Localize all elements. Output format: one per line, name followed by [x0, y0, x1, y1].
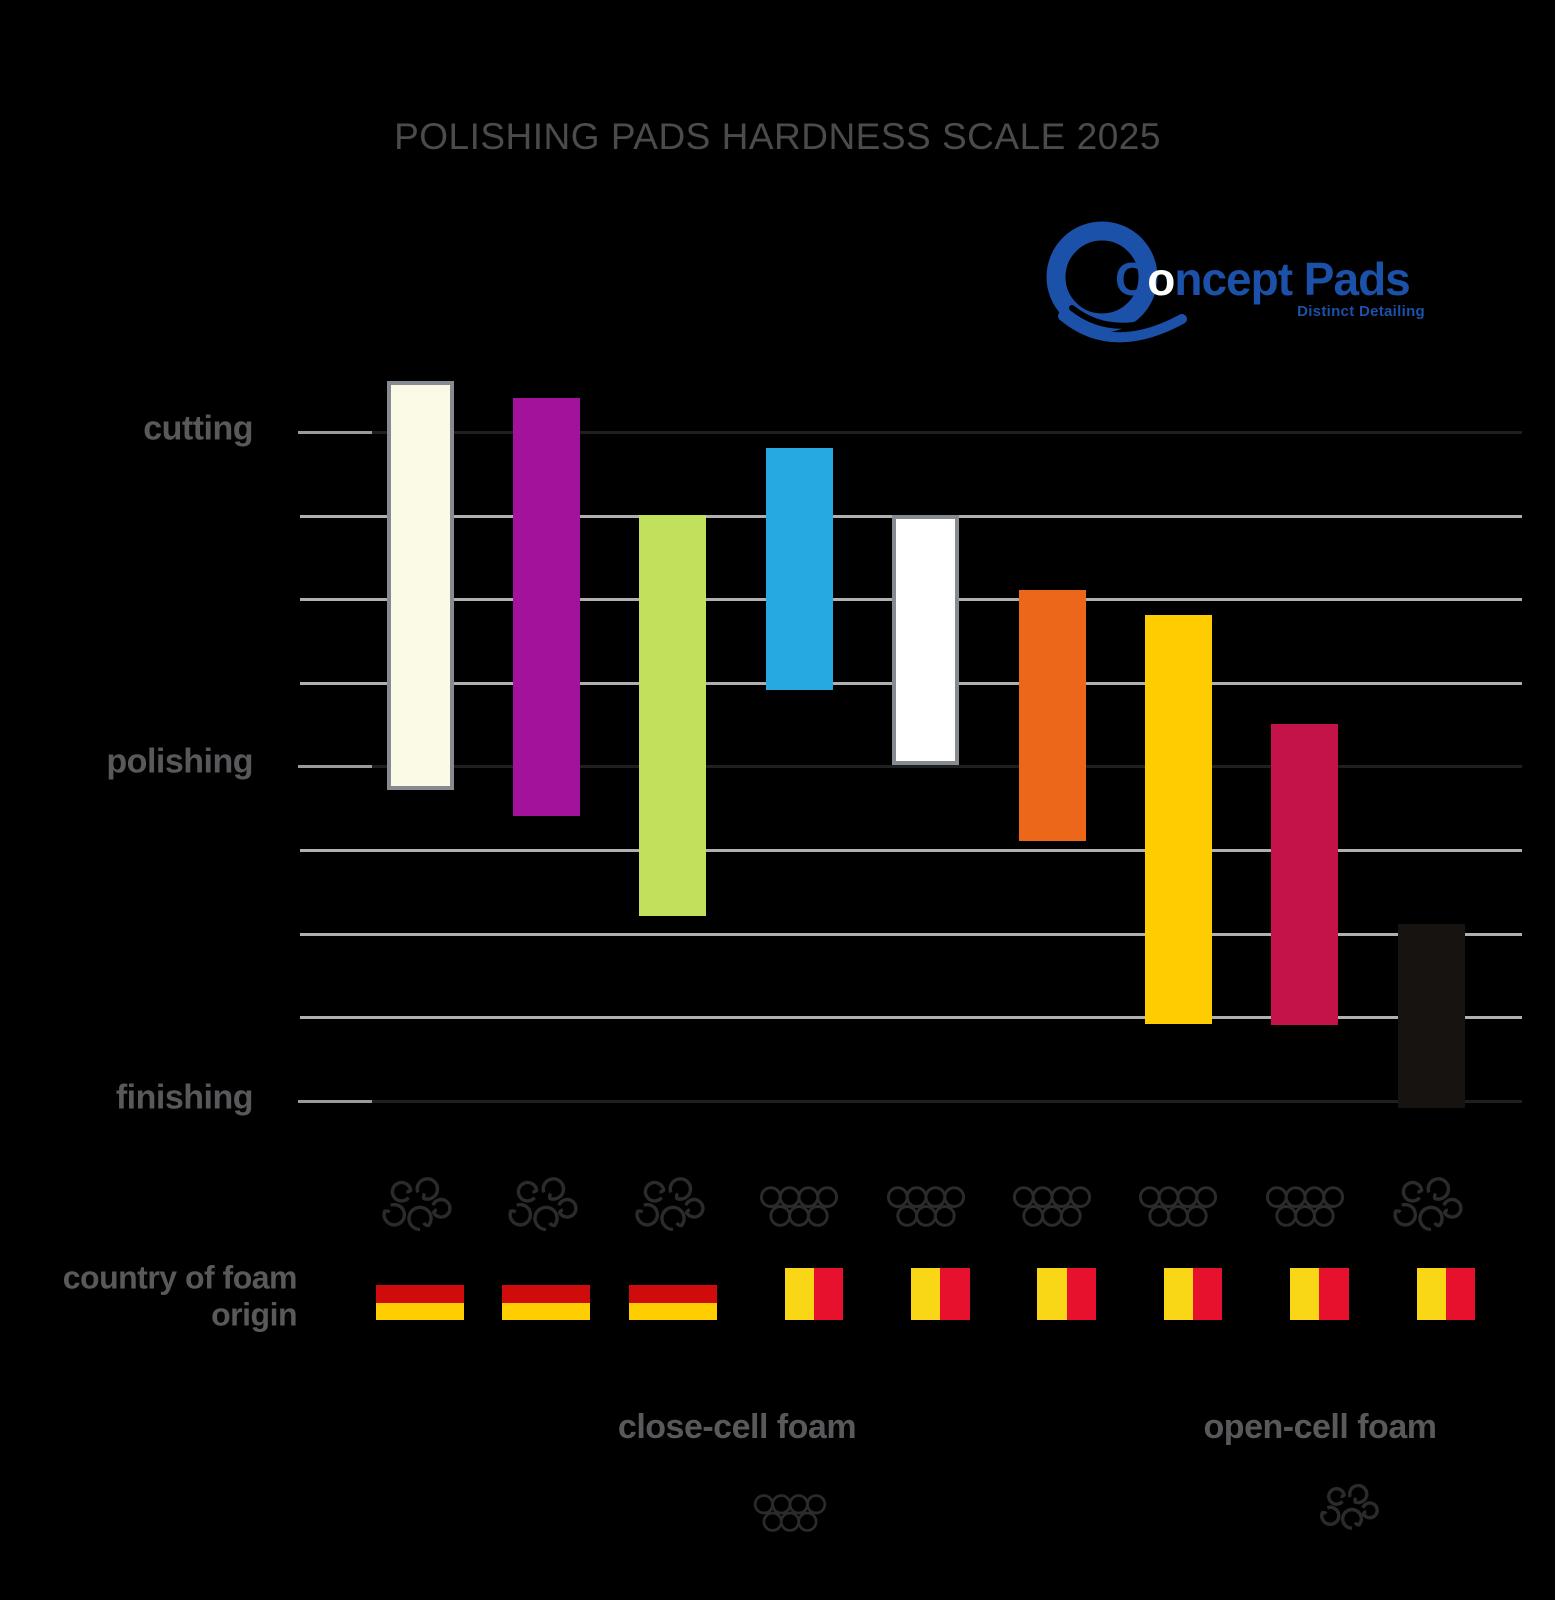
axis-label-finishing: finishing	[115, 1078, 254, 1117]
flag-band	[376, 1302, 464, 1320]
logo-tagline: Distinct Detailing	[1297, 303, 1425, 320]
pad-range-bar-5	[892, 514, 960, 766]
close-cell-foam-icon	[752, 1494, 828, 1537]
logo-ring-icon	[1046, 221, 1187, 343]
flag-band	[1163, 1268, 1194, 1320]
flag-band	[940, 1268, 970, 1320]
pad-range-bar-4	[765, 447, 833, 691]
flag-band	[1319, 1268, 1349, 1320]
page-title: POLISHING PADS HARDNESS SCALE 2025	[394, 116, 1161, 157]
flag-band	[376, 1268, 464, 1286]
flag-band	[1387, 1268, 1417, 1320]
flag-band	[1037, 1268, 1067, 1320]
axis-tick	[298, 765, 372, 769]
flag-band	[502, 1285, 591, 1303]
flag-band	[502, 1302, 591, 1320]
flag-band	[1134, 1268, 1164, 1320]
minor-gridline	[300, 849, 1522, 852]
country-of-foam-origin-label: country of foam origin	[62, 1259, 298, 1333]
pad-range-bar-7	[1144, 614, 1212, 1025]
flag-germany	[628, 1268, 717, 1320]
open-cell-foam-icon	[635, 1177, 711, 1241]
flag-germany	[376, 1268, 464, 1320]
open-cell-foam-icon	[508, 1177, 584, 1241]
concept-pads-logo: Concept Pads Distinct Detailing	[1030, 205, 1450, 355]
pad-range-bar-1	[386, 380, 454, 791]
flag-band	[784, 1268, 814, 1320]
flag-belgium	[1134, 1268, 1223, 1320]
pad-range-bar-8	[1271, 723, 1339, 1025]
flag-band	[628, 1285, 717, 1303]
axis-tick	[298, 431, 372, 434]
flag-band	[813, 1268, 844, 1320]
legend-close-cell-label: close-cell foam	[617, 1408, 857, 1446]
close-cell-foam-icon	[758, 1185, 840, 1232]
flag-band	[755, 1268, 785, 1320]
open-cell-foam-icon	[382, 1177, 458, 1241]
flag-band	[1008, 1268, 1038, 1320]
close-cell-foam-icon	[1137, 1185, 1219, 1232]
flag-band	[628, 1302, 717, 1320]
flag-band	[1445, 1268, 1476, 1320]
logo-rest: ncept Pads	[1174, 253, 1410, 305]
flag-band	[1066, 1268, 1096, 1320]
flag-belgium	[1260, 1268, 1349, 1320]
major-gridline	[300, 431, 1522, 434]
flag-belgium	[1008, 1268, 1096, 1320]
axis-label-cutting: cutting	[143, 409, 253, 448]
axis-tick	[298, 1099, 372, 1103]
flag-belgium	[755, 1268, 844, 1320]
pad-range-bar-2	[512, 397, 580, 816]
major-gridline	[300, 765, 1522, 769]
flag-band	[881, 1268, 911, 1320]
flag-belgium	[881, 1268, 970, 1320]
close-cell-foam-icon	[885, 1185, 967, 1232]
flag-belgium	[1387, 1268, 1476, 1320]
logo-letter-o: o	[1147, 253, 1175, 305]
flag-band	[1260, 1268, 1291, 1320]
major-gridline	[300, 1099, 1522, 1103]
flag-band	[1290, 1268, 1320, 1320]
minor-gridline	[300, 932, 1522, 936]
legend-open-cell-label: open-cell foam	[1203, 1408, 1437, 1446]
flag-band	[376, 1285, 464, 1303]
logo-wordmark: Concept Pads	[1115, 252, 1411, 306]
flag-germany	[502, 1268, 591, 1320]
flag-band	[628, 1268, 717, 1286]
pad-range-bar-9	[1397, 924, 1465, 1109]
axis-label-polishing: polishing	[106, 742, 253, 781]
open-cell-foam-icon	[1320, 1484, 1384, 1539]
flag-band	[502, 1268, 591, 1286]
pad-range-bar-3	[639, 514, 707, 916]
open-cell-foam-icon	[1393, 1177, 1469, 1241]
close-cell-foam-icon	[1264, 1185, 1346, 1232]
minor-gridline	[300, 1016, 1522, 1020]
logo-letter-c: C	[1115, 253, 1148, 305]
pad-range-bar-6	[1018, 589, 1086, 841]
flag-band	[910, 1268, 941, 1320]
flag-band	[1416, 1268, 1446, 1320]
flag-band	[1193, 1268, 1223, 1320]
close-cell-foam-icon	[1011, 1185, 1093, 1232]
